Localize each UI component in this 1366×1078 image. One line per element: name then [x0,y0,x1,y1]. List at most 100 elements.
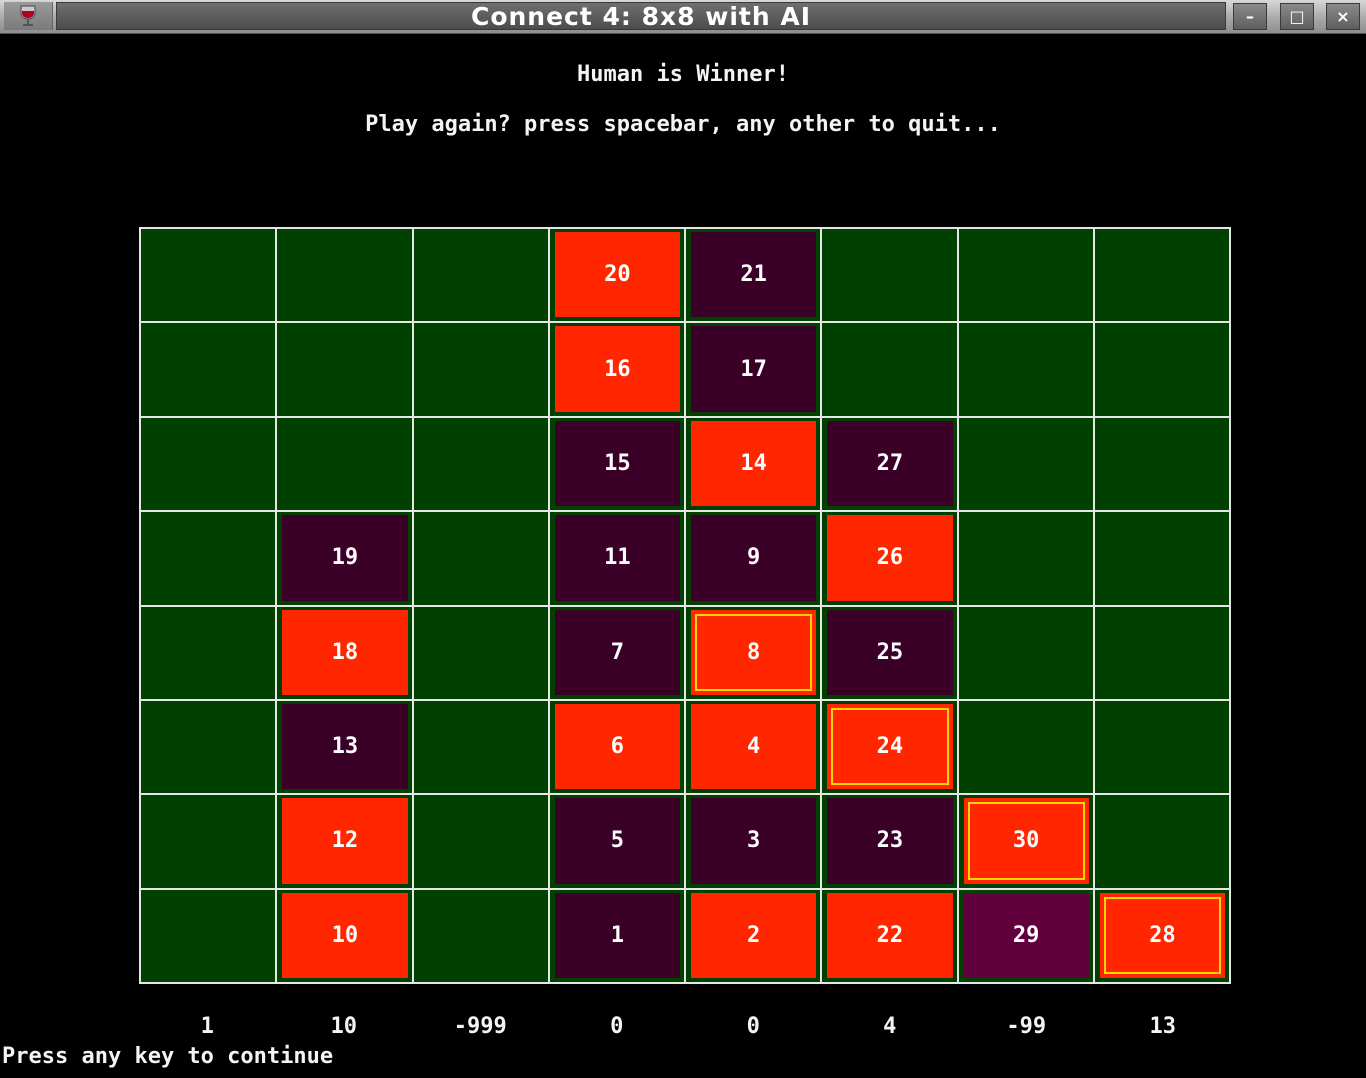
board-cell[interactable] [141,417,278,513]
board-cell[interactable]: 7 [549,606,686,701]
ai-piece: 15 [554,420,680,507]
board-cell[interactable] [413,606,550,701]
column-score: -99 [1006,1014,1047,1039]
board-cell[interactable] [141,323,278,418]
board-cell[interactable]: 4 [686,700,823,796]
board-cell[interactable] [1094,229,1231,324]
ai-piece: 1 [554,892,680,978]
ai-piece: 23 [827,798,953,884]
column-score: 10 [330,1014,358,1039]
board-cell[interactable] [413,795,550,890]
play-again-prompt: Play again? press spacebar, any other to… [365,112,1001,137]
game-console[interactable]: Human is Winner! Play again? press space… [0,36,1366,1078]
board-cell[interactable] [958,700,1095,796]
board-cell[interactable]: 17 [686,323,823,418]
board-cell[interactable] [413,512,550,607]
board-cell[interactable] [1094,323,1231,418]
human-piece: 10 [282,892,408,978]
board-cell[interactable] [277,323,414,418]
column-score: -999 [453,1014,507,1039]
board-cell[interactable] [958,323,1095,418]
wine-glass-icon[interactable] [4,2,53,30]
board-cell[interactable] [958,606,1095,701]
window-title-area[interactable]: Connect 4: 8x8 with AI [56,2,1226,31]
board-cell[interactable] [277,229,414,324]
board-cell[interactable] [141,512,278,607]
human-piece: 30 [963,798,1089,884]
board-cell[interactable]: 21 [686,229,823,324]
ai-piece: 25 [827,609,953,695]
board-cell[interactable] [141,700,278,796]
board-cell[interactable]: 24 [822,700,959,796]
board-cell[interactable] [958,417,1095,513]
continue-message: Press any key to continue [2,1044,334,1069]
board-cell[interactable] [1094,512,1231,607]
board-cell[interactable]: 14 [686,417,823,513]
board-cell[interactable] [822,323,959,418]
column-score: 1 [200,1014,214,1039]
board-cell[interactable]: 27 [822,417,959,513]
board-cell[interactable]: 19 [277,512,414,607]
board-cell[interactable]: 29 [958,889,1095,984]
board-cell[interactable] [413,889,550,984]
board-cell[interactable]: 6 [549,700,686,796]
board-cell[interactable] [1094,606,1231,701]
board-cell[interactable] [141,606,278,701]
board-cell[interactable]: 15 [549,417,686,513]
board-cell[interactable]: 18 [277,606,414,701]
board-cell[interactable]: 9 [686,512,823,607]
board-cell[interactable]: 23 [822,795,959,890]
board-cell[interactable] [413,229,550,324]
winner-message: Human is Winner! [577,62,789,87]
column-score: 13 [1149,1014,1177,1039]
board-cell[interactable] [141,889,278,984]
board-cell[interactable] [141,229,278,324]
board-cell[interactable]: 11 [549,512,686,607]
ai-piece: 27 [827,420,953,507]
board-cell[interactable] [1094,795,1231,890]
board-cell[interactable]: 3 [686,795,823,890]
human-piece: 22 [827,892,953,978]
human-piece: 20 [554,232,680,318]
board-cell[interactable]: 25 [822,606,959,701]
maximize-button[interactable]: □ [1280,3,1314,30]
human-piece: 16 [554,326,680,412]
ai-piece: 29 [963,892,1089,978]
board-cell[interactable] [1094,417,1231,513]
board-cell[interactable] [958,229,1095,324]
board-cell[interactable] [141,795,278,890]
board-cell[interactable] [822,229,959,324]
board-cell[interactable]: 22 [822,889,959,984]
board-cell[interactable] [413,417,550,513]
board-cell[interactable] [1094,700,1231,796]
board-cell[interactable] [277,417,414,513]
window-titlebar[interactable]: Connect 4: 8x8 with AI – □ × [0,0,1366,34]
ai-piece: 11 [554,515,680,601]
column-score: 4 [883,1014,897,1039]
board-cell[interactable]: 28 [1094,889,1231,984]
board-cell[interactable]: 20 [549,229,686,324]
board-cell[interactable]: 10 [277,889,414,984]
column-score: 0 [610,1014,624,1039]
board-cell[interactable] [413,323,550,418]
board-cell[interactable]: 2 [686,889,823,984]
board-cell[interactable]: 8 [686,606,823,701]
board-cell[interactable]: 13 [277,700,414,796]
game-board[interactable]: 20 21 16 17 15 14 27 19 11 9 26 18 7 8 25 13 6 4 24 12 5 3 23 3… [139,227,1231,984]
board-cell[interactable] [413,700,550,796]
column-scores: 1 10 -999 0 0 4 -99 13 [139,1014,1231,1044]
board-cell[interactable]: 12 [277,795,414,890]
minimize-button[interactable]: – [1233,3,1267,30]
board-cell[interactable]: 30 [958,795,1095,890]
ai-piece: 3 [691,798,817,884]
human-piece: 12 [282,798,408,884]
close-button[interactable]: × [1326,3,1360,30]
human-piece: 26 [827,515,953,601]
column-score: 0 [746,1014,760,1039]
board-cell[interactable] [958,512,1095,607]
board-cell[interactable]: 5 [549,795,686,890]
board-cell[interactable]: 1 [549,889,686,984]
board-cell[interactable]: 26 [822,512,959,607]
board-cell[interactable]: 16 [549,323,686,418]
human-piece: 18 [282,609,408,695]
